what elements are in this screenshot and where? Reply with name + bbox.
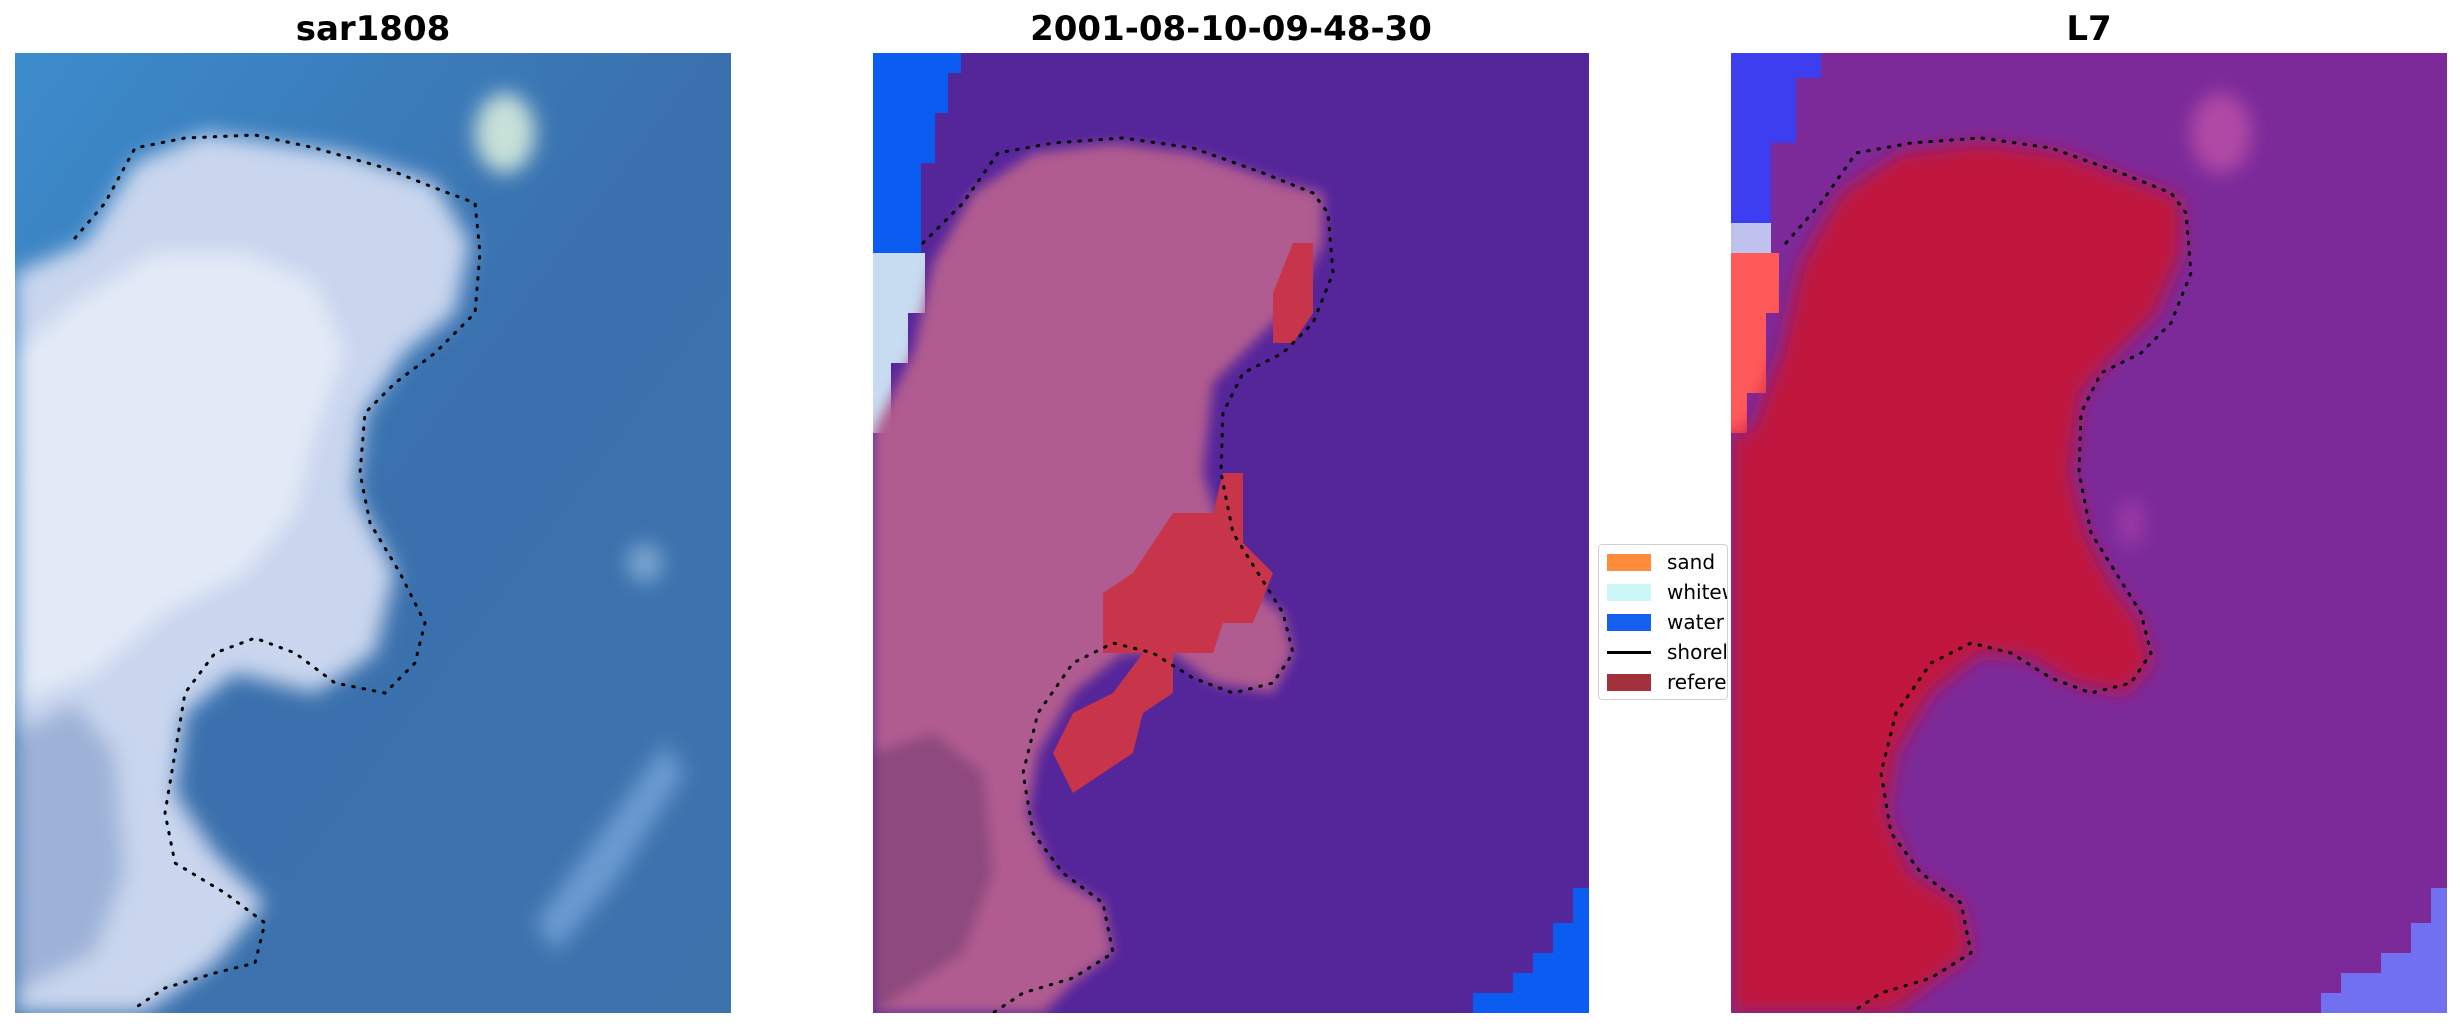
legend-label-sand: sand <box>1667 550 1716 574</box>
legend-swatch-reference <box>1607 673 1651 691</box>
legend-label-reference: reference <box>1667 670 1727 694</box>
legend-item-shoreline: shoreline <box>1607 639 1728 665</box>
panel-title-mndwi: L7 <box>2066 9 2112 49</box>
satellite-rgb-image <box>15 53 731 1013</box>
mndwi-image <box>1731 53 2447 1013</box>
legend-swatch-whitewater <box>1607 583 1651 601</box>
classified-image <box>873 53 1589 1013</box>
legend-swatch-water <box>1607 613 1651 631</box>
panel-title-rgb: sar1808 <box>295 9 451 49</box>
panel-title-classified: 2001-08-10-09-48-30 <box>1030 9 1432 49</box>
legend-label-water: water <box>1667 610 1724 634</box>
legend-swatch-sand <box>1607 553 1651 571</box>
legend-item-reference: reference <box>1607 669 1727 695</box>
legend-label-shoreline: shoreline <box>1667 640 1728 664</box>
legend-item-sand: sand <box>1607 549 1715 575</box>
legend-line-shoreline <box>1607 650 1651 654</box>
legend-item-water: water <box>1607 609 1724 635</box>
